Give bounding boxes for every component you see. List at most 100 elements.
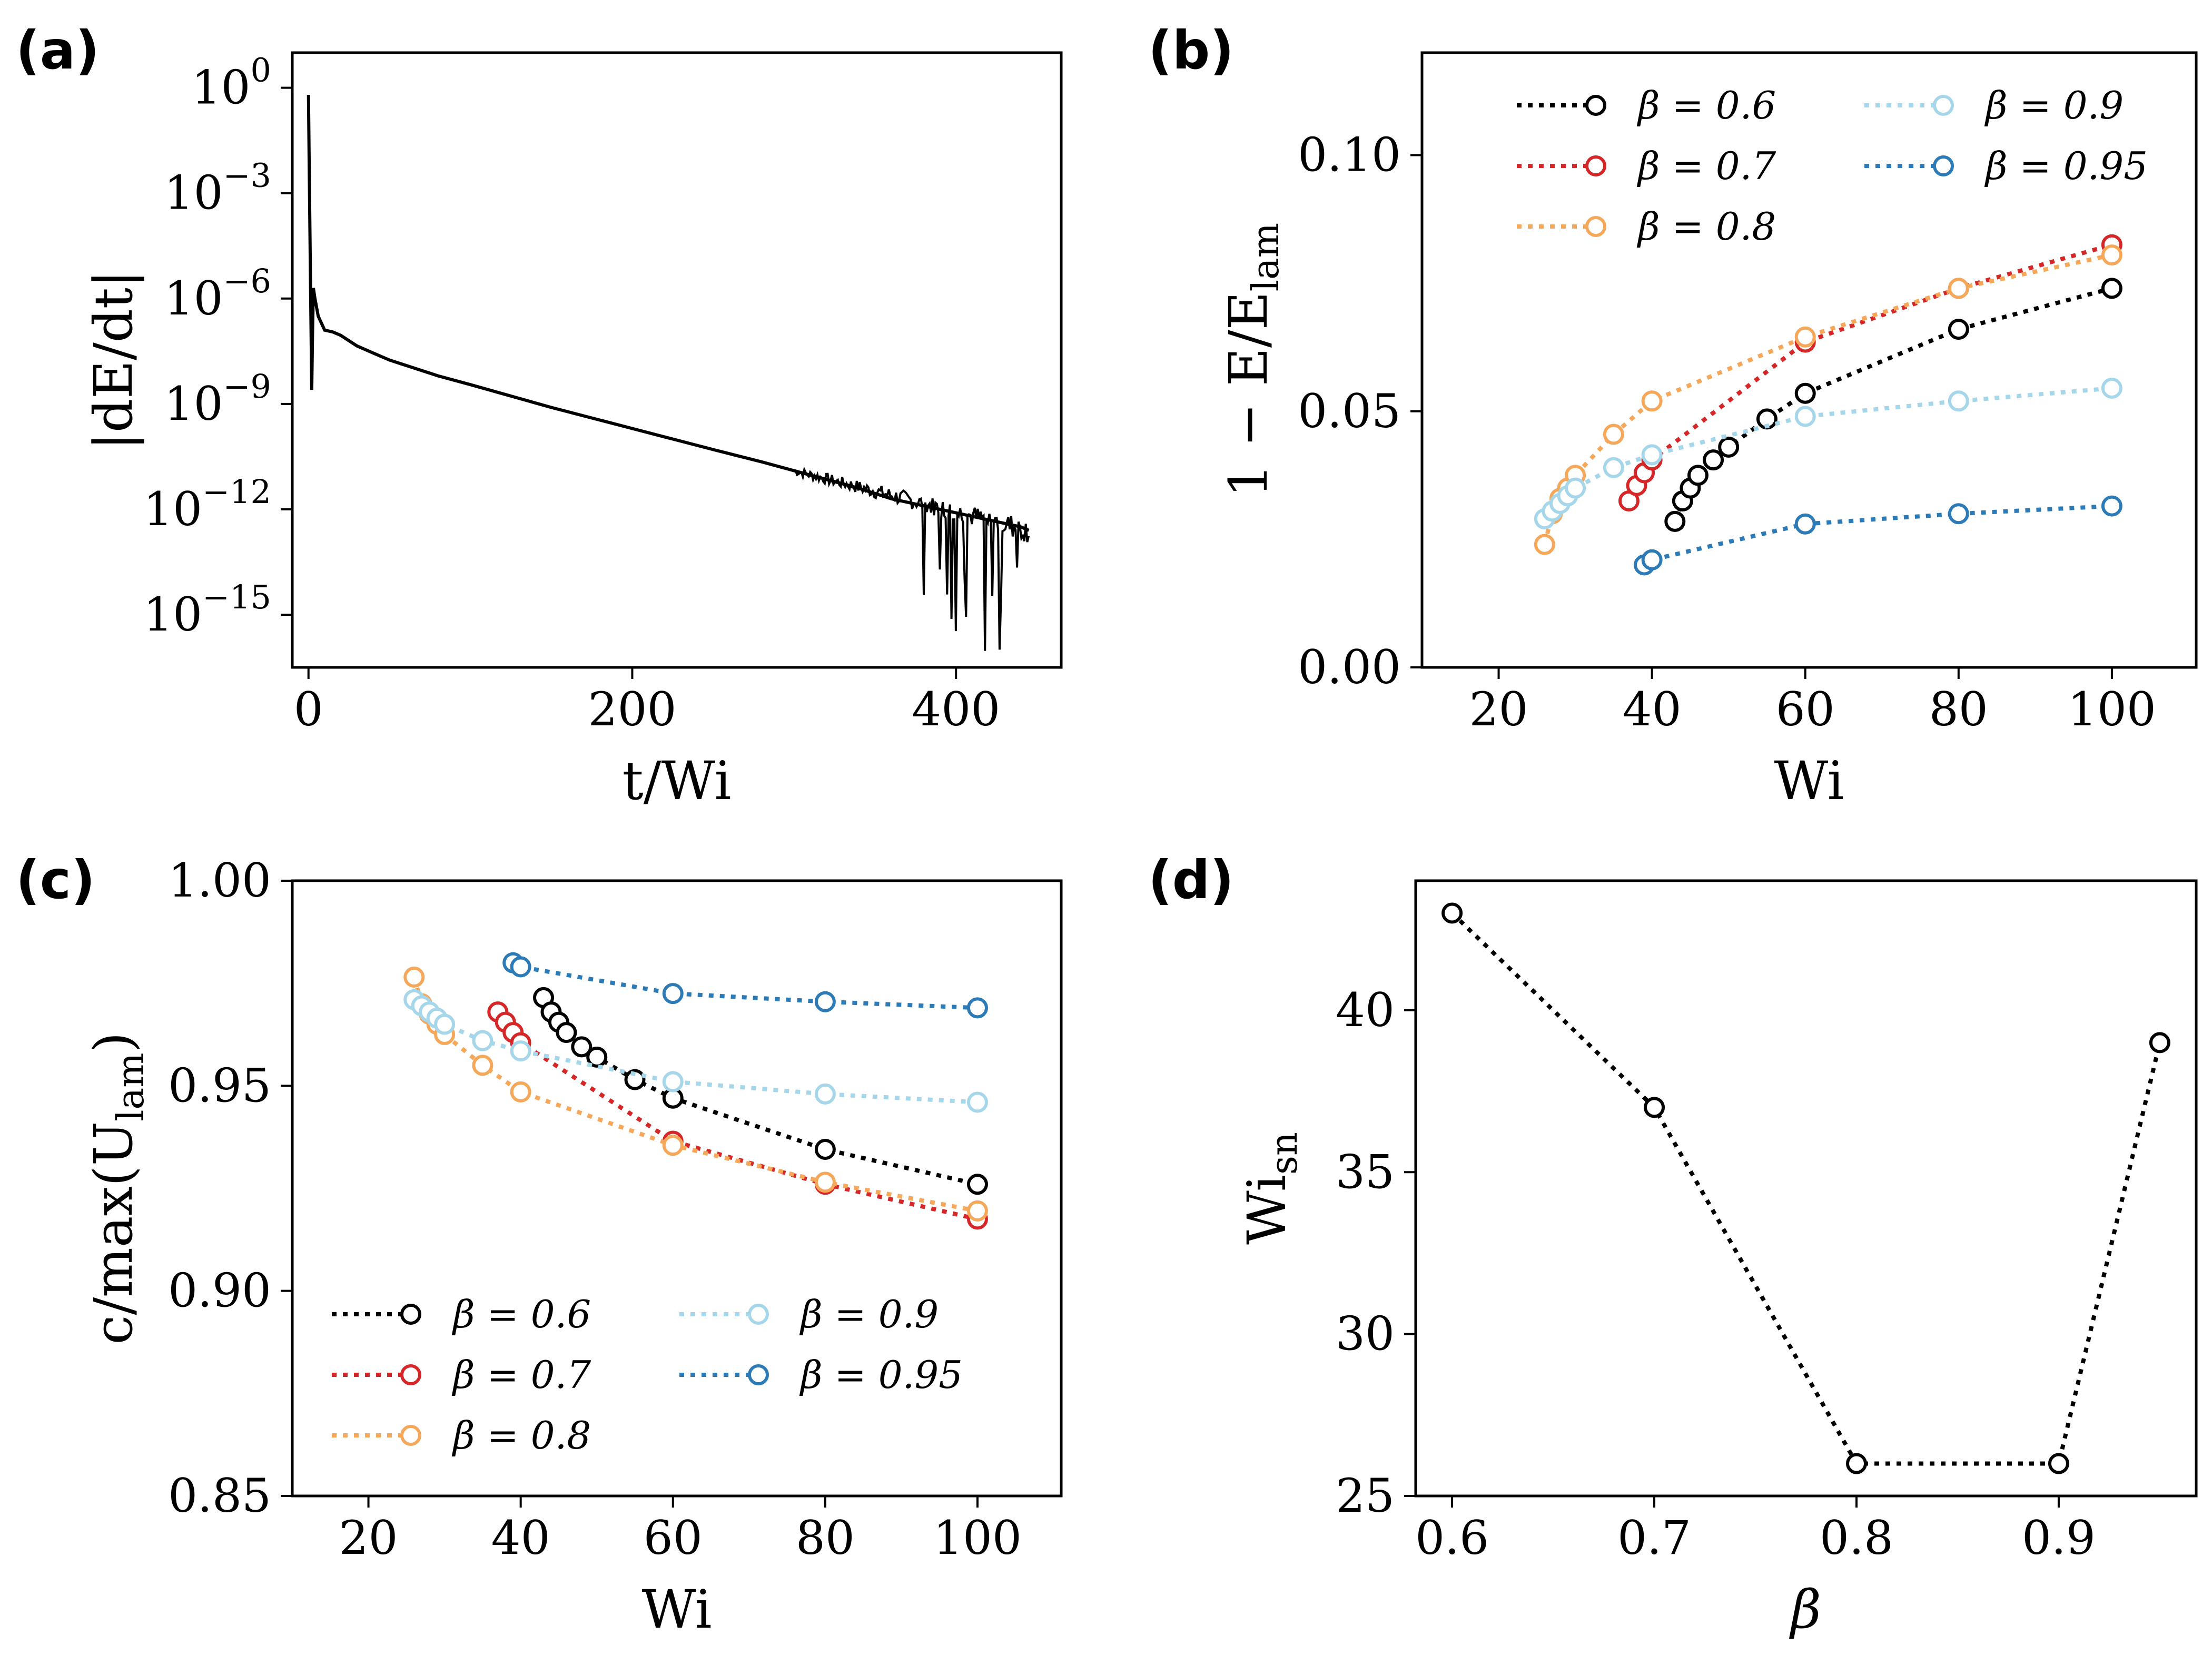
data-point xyxy=(403,966,425,988)
series-line-dEdt xyxy=(307,94,1030,532)
panel-label: (c) xyxy=(16,849,95,911)
y-tick-exponent: −3 xyxy=(223,156,271,195)
series-line-0 xyxy=(1673,286,2112,523)
y-tick-label: 0.95 xyxy=(168,1058,271,1112)
data-point xyxy=(1948,319,1969,340)
legend-label: β = 0.95 xyxy=(1984,144,2148,188)
y-tick-label: 0.85 xyxy=(168,1469,271,1523)
y-axis-label: Wisn xyxy=(1236,1132,1306,1245)
axes-frame xyxy=(1414,879,2198,1498)
data-point xyxy=(662,983,684,1005)
legend-label: β = 0.6 xyxy=(451,1292,591,1336)
series-noise-dEdt xyxy=(794,466,1030,651)
y-tick-base: 10 xyxy=(164,271,223,326)
series-line-0 xyxy=(541,997,978,1187)
data-point xyxy=(2101,244,2122,266)
y-tick-label: 10−15 xyxy=(143,578,271,642)
data-point xyxy=(1664,510,1686,532)
x-tick-label: 200 xyxy=(588,682,676,736)
axes-frame xyxy=(291,51,1063,669)
y-tick-label: 30 xyxy=(1336,1307,1395,1361)
data-point xyxy=(1794,513,1816,535)
data-point xyxy=(2101,278,2122,299)
panel-a: (a)0 200 40010010−310−610−910−1210−15t/Wi|… xyxy=(16,19,1063,812)
x-tick-label: 0.8 xyxy=(1820,1511,1893,1565)
data-point xyxy=(1603,424,1624,445)
x-tick-label: 400 xyxy=(912,682,1000,736)
data-point xyxy=(1794,406,1816,427)
data-point xyxy=(814,1171,836,1193)
x-tick-label: 60 xyxy=(644,1511,703,1565)
data-point xyxy=(2149,1032,2170,1053)
panel-b: (b) 20 40 60 80 100 0.00 0.05 0.10 Wi 1 − E/Elam β … xyxy=(1148,19,2198,812)
data-point xyxy=(472,1030,493,1051)
y-tick-base: 10 xyxy=(143,482,202,536)
legend-label: β = 0.95 xyxy=(799,1353,963,1397)
data-point xyxy=(966,1200,988,1222)
legend-marker xyxy=(1585,95,1606,116)
data-point xyxy=(1641,549,1663,570)
data-point xyxy=(1441,902,1463,924)
data-point xyxy=(1794,382,1816,404)
data-point xyxy=(1687,465,1709,486)
x-tick-label: 20 xyxy=(339,1511,398,1565)
x-tick-label: 100 xyxy=(933,1511,1022,1565)
data-point xyxy=(1948,390,1969,412)
x-tick-label: 80 xyxy=(1929,682,1988,736)
legend-marker xyxy=(1585,155,1606,176)
x-tick-label: 100 xyxy=(2068,682,2156,736)
series-line-4 xyxy=(1643,504,2112,567)
data-point xyxy=(510,956,531,978)
series-line-1 xyxy=(1627,242,2112,502)
y-tick-label: 0.10 xyxy=(1298,128,1401,182)
data-point xyxy=(510,1081,531,1103)
data-point xyxy=(1845,1453,1867,1474)
x-tick-label: 0.7 xyxy=(1617,1511,1691,1565)
data-point xyxy=(586,1046,608,1068)
data-point xyxy=(472,1055,493,1076)
x-tick-label: 0.9 xyxy=(2022,1511,2096,1565)
panel-d: (d) 0.6 0.7 0.8 0.9 25 30 35 40 β Wisn xyxy=(1148,849,2198,1640)
x-axis-label: β xyxy=(1789,1579,1821,1640)
data-point xyxy=(814,991,836,1012)
data-point xyxy=(1794,326,1816,348)
data-point xyxy=(1641,390,1663,412)
data-point xyxy=(1603,457,1624,478)
series-line-wisn xyxy=(1450,911,2162,1466)
y-tick-label: 10−9 xyxy=(164,367,271,431)
axes-frame xyxy=(1420,51,2198,669)
legend-marker xyxy=(748,1364,769,1385)
y-tick-base: 10 xyxy=(164,166,223,220)
x-tick-label: 60 xyxy=(1776,682,1835,736)
data-point xyxy=(1565,477,1586,499)
y-tick-label: 40 xyxy=(1336,983,1395,1037)
legend-marker xyxy=(1933,95,1954,116)
series-line-1 xyxy=(496,1010,978,1222)
x-tick-label: 20 xyxy=(1469,682,1528,736)
x-tick-label: 80 xyxy=(796,1511,855,1565)
panel-label: (a) xyxy=(16,19,100,81)
legend-label: β = 0.9 xyxy=(1984,83,2124,127)
legend-label: β = 0.8 xyxy=(1636,204,1776,249)
legend-marker xyxy=(748,1304,769,1325)
legend-label: β = 0.7 xyxy=(1636,144,1776,188)
legend-marker xyxy=(400,1364,421,1385)
axes-frame xyxy=(291,879,1063,1498)
y-tick-label: 10−6 xyxy=(164,262,271,326)
y-tick-base: 10 xyxy=(164,377,223,431)
panel-label: (b) xyxy=(1148,19,1234,81)
y-axis-label: |dE/dt| xyxy=(83,270,144,450)
data-point xyxy=(434,1013,456,1035)
data-point xyxy=(2048,1453,2069,1474)
data-point xyxy=(1948,278,1969,299)
data-point xyxy=(2101,495,2122,517)
legend-marker xyxy=(400,1425,421,1446)
y-tick-exponent: −9 xyxy=(223,367,271,406)
y-axis-label: 1 − E/Elam xyxy=(1218,223,1287,497)
data-point xyxy=(510,1040,531,1062)
y-tick-label: 10−3 xyxy=(164,156,271,220)
y-tick-base: 10 xyxy=(143,587,202,642)
data-point xyxy=(571,1036,592,1058)
legend-label: β = 0.6 xyxy=(1636,83,1776,127)
data-point xyxy=(1948,503,1969,525)
